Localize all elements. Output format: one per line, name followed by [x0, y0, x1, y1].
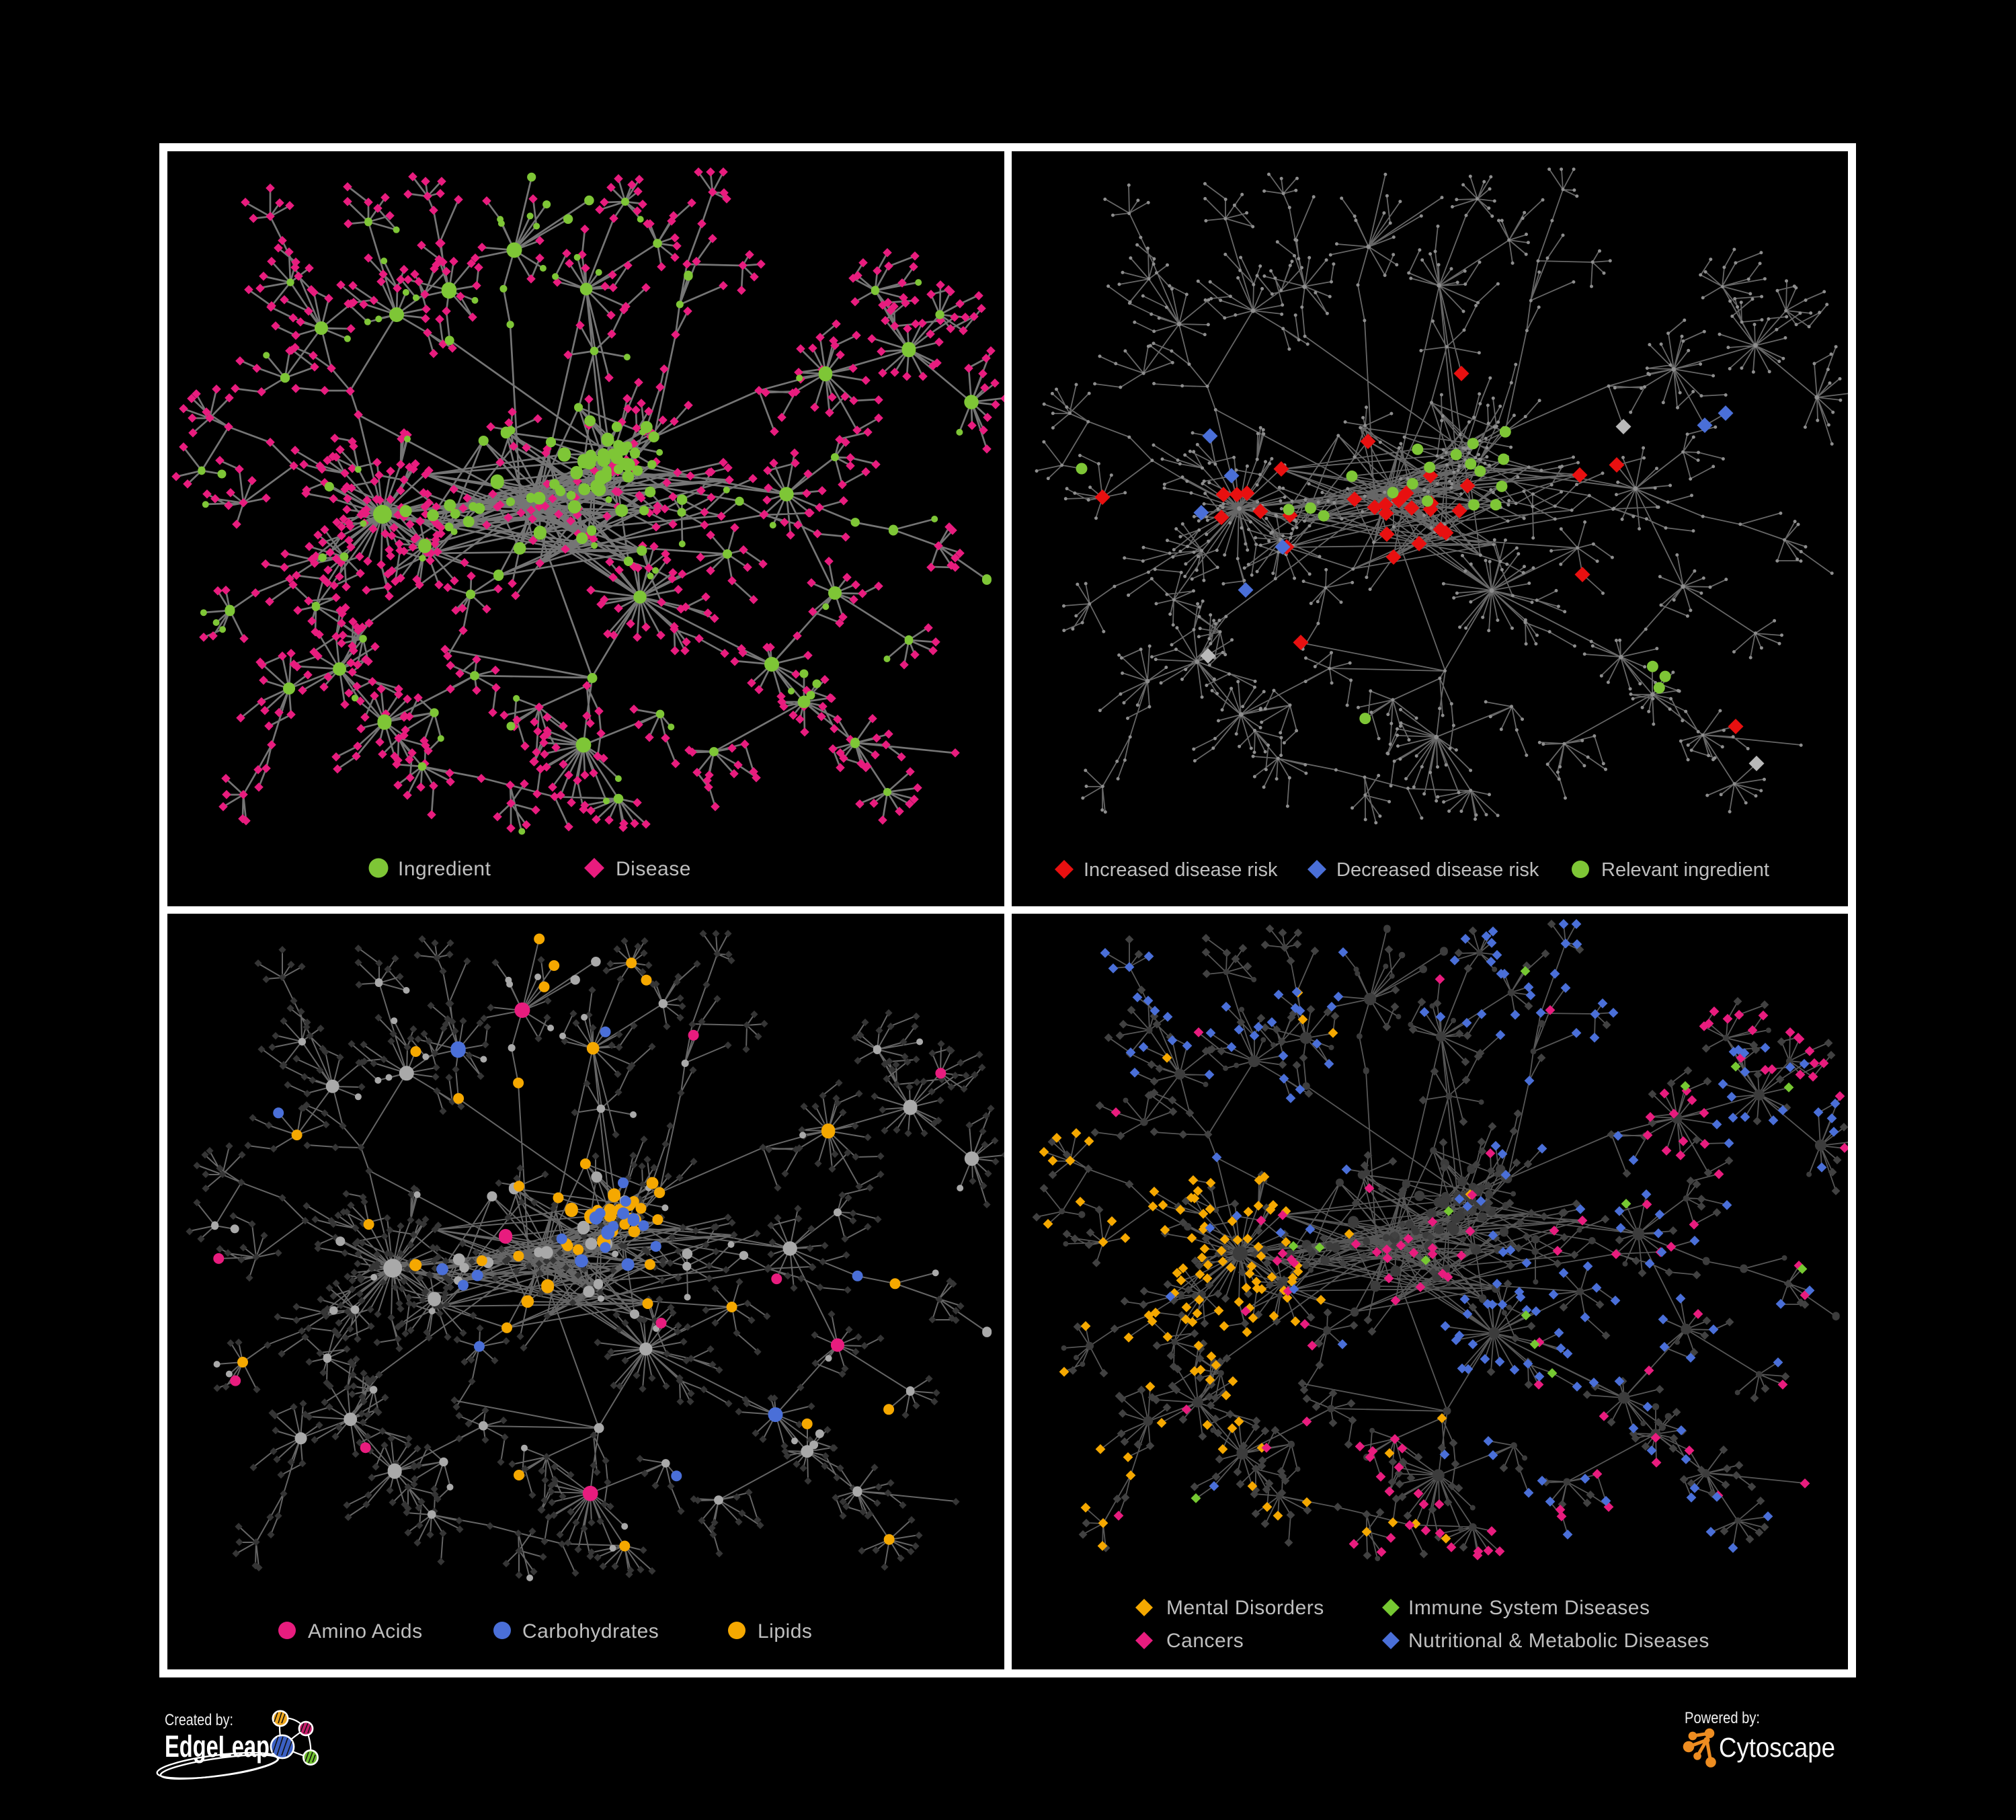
- svg-text:Lipids: Lipids: [758, 1620, 812, 1643]
- svg-text:EdgeLeap: EdgeLeap: [165, 1729, 270, 1764]
- svg-text:Nutritional & Metabolic Diseas: Nutritional & Metabolic Diseases: [1408, 1630, 1709, 1652]
- svg-text:Ingredient: Ingredient: [398, 858, 491, 880]
- svg-text:Cytoscape: Cytoscape: [1719, 1732, 1835, 1763]
- svg-text:Decreased disease risk: Decreased disease risk: [1336, 859, 1539, 881]
- svg-text:Cancers: Cancers: [1166, 1630, 1244, 1652]
- svg-text:Immune System Diseases: Immune System Diseases: [1408, 1597, 1650, 1619]
- svg-text:Relevant ingredient: Relevant ingredient: [1601, 859, 1769, 881]
- svg-text:Amino Acids: Amino Acids: [308, 1620, 423, 1643]
- svg-text:Disease: Disease: [616, 858, 691, 880]
- svg-text:Carbohydrates: Carbohydrates: [522, 1620, 659, 1643]
- svg-text:Powered by:: Powered by:: [1685, 1709, 1760, 1727]
- svg-text:Mental Disorders: Mental Disorders: [1166, 1597, 1324, 1619]
- svg-text:Created by:: Created by:: [165, 1711, 233, 1729]
- svg-text:Increased disease risk: Increased disease risk: [1084, 859, 1278, 881]
